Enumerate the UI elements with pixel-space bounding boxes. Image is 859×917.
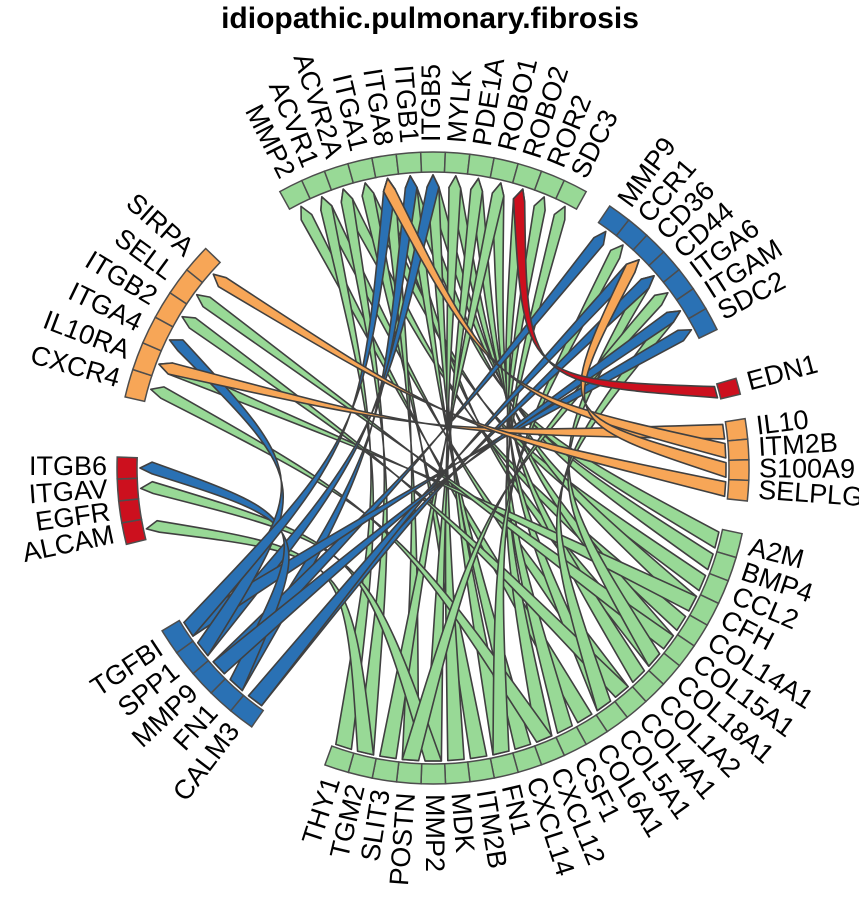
- sector-itgb1: [395, 151, 423, 175]
- link-45: [212, 273, 727, 498]
- link-24: [150, 386, 553, 743]
- link-43: [382, 177, 727, 459]
- sector-sirpa: [185, 247, 222, 284]
- sector-il10: [724, 417, 749, 442]
- links-layer: [139, 174, 727, 762]
- gene-label: ITGAV: [28, 474, 109, 509]
- link-12: [505, 205, 566, 743]
- link-35: [197, 174, 440, 657]
- sector-s100a9: [728, 458, 750, 482]
- link-17: [424, 177, 484, 762]
- gene-label: MDK: [446, 792, 481, 854]
- link-33: [229, 175, 418, 692]
- sector-thy1: [323, 745, 355, 774]
- sector-mmp2: [420, 763, 447, 785]
- sector-tgfbi: [161, 619, 194, 654]
- gene-label: POSTN: [384, 792, 421, 887]
- sector-itga8: [371, 153, 400, 179]
- sector-egfr: [117, 498, 143, 524]
- link-40: [212, 310, 682, 675]
- sector-selplg: [726, 478, 750, 502]
- sector-itgb5: [419, 151, 447, 173]
- sector-itm2b: [726, 438, 750, 462]
- link-37: [139, 461, 290, 692]
- sector-itgav: [116, 477, 140, 502]
- sector-itga1: [346, 157, 377, 184]
- link-44: [580, 259, 727, 478]
- sector-mdk: [443, 761, 471, 785]
- gene-label: ITGB1: [388, 64, 424, 144]
- link-26: [145, 519, 375, 756]
- sector-edn1: [715, 377, 742, 400]
- link-46: [512, 188, 719, 399]
- gene-label: ITGB5: [416, 64, 446, 142]
- gene-label: MYLK: [442, 68, 478, 144]
- gene-label: S100A9: [759, 453, 855, 484]
- gene-label: MMP2: [420, 794, 450, 872]
- labels-layer: MMP2ACVR1ACVR2AITGA1ITGA8ITGB1ITGB5MYLKP…: [20, 50, 859, 887]
- gene-label: ITGB6: [29, 451, 107, 481]
- link-25: [139, 480, 443, 762]
- sector-itgb6: [116, 456, 138, 480]
- gene-label: IL10: [754, 404, 810, 440]
- sector-sdc3: [554, 179, 588, 211]
- sector-slit3: [371, 757, 400, 783]
- chart-title: idiopathic.pulmonary.fibrosis: [221, 2, 639, 35]
- sector-sdc2: [687, 307, 719, 340]
- link-31: [401, 292, 669, 762]
- sector-mylk: [443, 151, 471, 175]
- gene-label: SELPLG: [757, 475, 859, 512]
- sector-alcam: [120, 518, 147, 546]
- sector-pde1a: [466, 153, 495, 179]
- link-30: [492, 244, 624, 756]
- sector-fn1: [489, 752, 520, 779]
- sector-itm2b: [466, 757, 496, 783]
- link-21: [320, 196, 375, 751]
- sector-postn: [395, 761, 423, 785]
- gene-label: EDN1: [744, 349, 821, 397]
- gene-label: ITM2B: [757, 427, 838, 462]
- sectors-layer: [116, 151, 750, 785]
